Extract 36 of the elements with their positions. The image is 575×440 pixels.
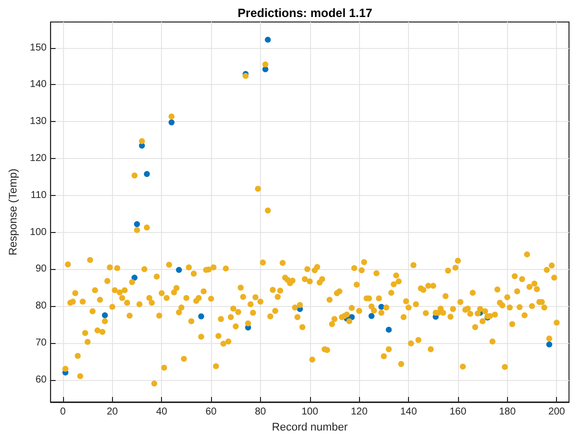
point xyxy=(144,171,150,177)
x-tick-label: 0 xyxy=(60,406,66,418)
x-tick-label: 100 xyxy=(301,406,319,418)
y-tick-label: 90 xyxy=(35,264,48,275)
y-tick-label: 120 xyxy=(30,153,48,164)
y-tick-label: 100 xyxy=(30,226,48,238)
point xyxy=(134,221,140,228)
y-tick-label: 140 xyxy=(30,79,48,90)
x-tick-label: 60 xyxy=(205,406,218,418)
point xyxy=(546,341,552,348)
point xyxy=(368,313,375,320)
point xyxy=(176,266,182,273)
x-tick-label: 40 xyxy=(156,406,168,418)
x-tick-label: 20 xyxy=(106,406,118,418)
y-tick-label: 130 xyxy=(30,116,48,128)
x-tick-label: 120 xyxy=(350,406,368,418)
point xyxy=(132,274,138,281)
point xyxy=(264,36,271,43)
x-tick-label: 180 xyxy=(498,406,516,418)
x-tick-label: 80 xyxy=(254,406,266,418)
point xyxy=(378,304,384,310)
point xyxy=(198,313,204,320)
y-axis-title: Response (Temp) xyxy=(8,168,20,256)
chart-title: Predictions: model 1.17 xyxy=(238,6,373,20)
y-tick-label: 110 xyxy=(30,190,48,201)
y-tick-label: 150 xyxy=(30,42,48,54)
x-axis-title: Record number xyxy=(272,422,348,434)
x-tick-label: 200 xyxy=(548,406,566,418)
point xyxy=(102,312,108,318)
point xyxy=(168,119,175,126)
y-tick-label: 70 xyxy=(35,337,48,348)
x-tick-label: 160 xyxy=(450,406,467,418)
x-tick-label: 140 xyxy=(400,406,418,418)
y-tick-label: 80 xyxy=(35,300,48,312)
point xyxy=(386,326,392,333)
y-tick-label: 60 xyxy=(35,374,48,386)
